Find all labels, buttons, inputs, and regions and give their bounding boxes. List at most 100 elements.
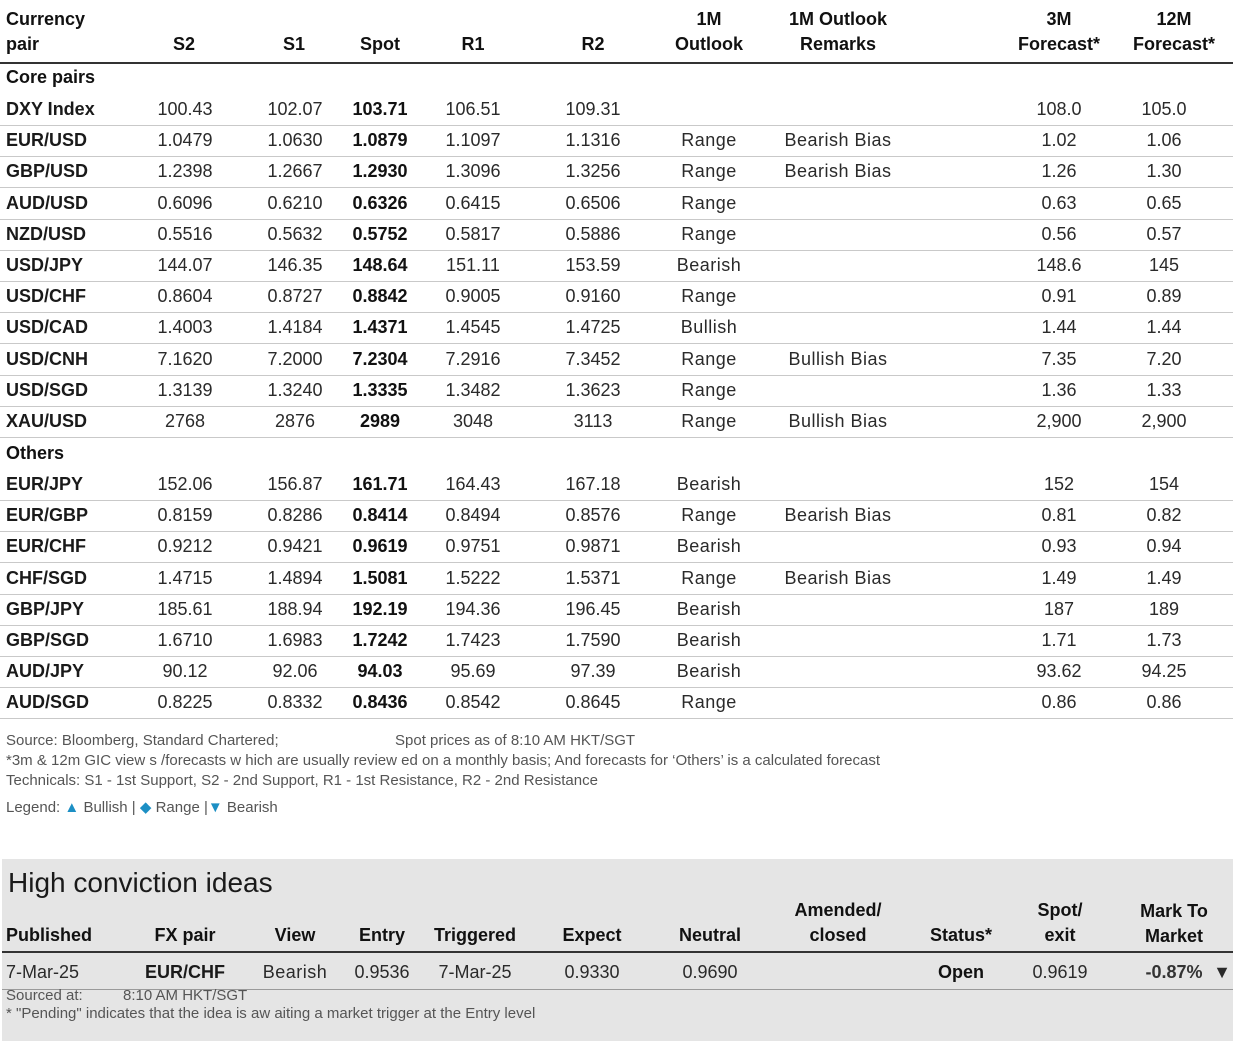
cell-s2: 0.9212	[157, 536, 213, 557]
cell-outlook: Bullish	[680, 317, 738, 338]
header-3m-forecast: 3M Forecast*	[1004, 7, 1114, 57]
cell-pair: DXY Index	[6, 99, 95, 119]
cell-r1: 0.5817	[445, 223, 501, 244]
cell-outlook: Range	[681, 505, 737, 526]
cell-spot: 148.64	[352, 255, 408, 275]
cell-s2: 2768	[164, 411, 206, 431]
cell-remark: Bearish Bias	[784, 130, 892, 151]
idea-triggered: 7-Mar-25	[438, 962, 512, 982]
ideas-title: High conviction ideas	[8, 867, 273, 898]
idea-neutral: 0.9690	[682, 962, 738, 982]
cell-r2: 3113	[573, 411, 613, 431]
spot-line1: Spot/	[1037, 900, 1083, 920]
cell-remark	[768, 469, 908, 500]
cell-r1: 0.8494	[445, 505, 501, 526]
table-row: USD/SGD 1.3139 1.3240 1.3335 1.3482 1.3623 Ran…	[0, 375, 1233, 407]
cell-f3m: 108.0	[1036, 99, 1082, 119]
cell-outlook: Range	[681, 192, 737, 213]
cell-spot: 2989	[359, 411, 401, 431]
bearish-triangle-icon: ▼	[207, 799, 223, 816]
ideas-header-view: View	[274, 925, 316, 945]
idea-mark-to-market: -0.87%	[1145, 962, 1203, 982]
ideas-header-entry: Entry	[358, 925, 405, 945]
cell-pair: USD/JPY	[6, 255, 84, 275]
cell-f12m: 2,900	[1141, 411, 1187, 431]
cell-remark	[768, 687, 908, 718]
table-row: USD/CNH 7.1620 7.2000 7.2304 7.2916 7.3452 Ran…	[0, 344, 1233, 376]
cell-r2: 0.6506	[565, 192, 621, 213]
cell-spot: 1.3335	[352, 379, 408, 400]
cell-remark	[768, 281, 908, 312]
cell-r2: 0.9871	[565, 536, 621, 557]
cell-r2: 0.9160	[565, 286, 621, 307]
cell-r1: 164.43	[445, 474, 501, 494]
cell-r2: 0.5886	[565, 223, 621, 244]
cell-s2: 152.06	[157, 474, 213, 494]
cell-s1: 1.4894	[267, 567, 323, 588]
cell-outlook: Range	[681, 223, 737, 244]
section-others: Others	[6, 443, 65, 463]
table-row: USD/CAD 1.4003 1.4184 1.4371 1.4545 1.4725 Bul…	[0, 312, 1233, 345]
cell-f3m: 2,900	[1036, 411, 1082, 431]
cell-s1: 188.94	[267, 598, 323, 619]
cell-r1: 1.3096	[445, 161, 501, 182]
cell-pair: CHF/SGD	[6, 567, 87, 588]
header-remarks-line1: 1M Outlook	[789, 9, 887, 29]
cell-r2: 1.3256	[565, 161, 621, 182]
cell-f3m: 0.56	[1041, 223, 1077, 244]
cell-f12m: 189	[1148, 598, 1180, 619]
cell-f3m: 7.35	[1041, 348, 1077, 369]
table-row: AUD/USD 0.6096 0.6210 0.6326 0.6415 0.6506 Ran…	[0, 188, 1233, 220]
cell-pair: USD/SGD	[6, 379, 89, 400]
table-row: EUR/USD 1.0479 1.0630 1.0879 1.1097 1.1316 Ran…	[0, 125, 1233, 158]
cell-f12m: 0.57	[1146, 223, 1182, 244]
cell-s2: 100.43	[157, 99, 213, 119]
cell-s1: 0.6210	[267, 192, 323, 213]
cell-s2: 1.2398	[157, 161, 213, 182]
cell-s2: 1.4715	[157, 567, 213, 588]
cell-f12m: 0.82	[1146, 505, 1182, 526]
idea-published: 7-Mar-25	[6, 962, 80, 982]
cell-r1: 194.36	[445, 598, 501, 619]
cell-s1: 0.9421	[267, 536, 323, 557]
cell-r2: 1.5371	[565, 567, 621, 588]
cell-outlook: Range	[681, 567, 737, 588]
cell-r1: 151.11	[446, 255, 500, 275]
table-row: USD/CHF 0.8604 0.8727 0.8842 0.9005 0.9160 Ran…	[0, 281, 1233, 314]
header-pair-line1: Currency	[6, 9, 86, 29]
ideas-header-triggered: Triggered	[433, 925, 517, 945]
cell-f3m: 1.44	[1041, 317, 1077, 338]
cell-pair: AUD/SGD	[6, 692, 90, 713]
sourced-at: Sourced at: 8:10 AM HKT/SGT	[6, 987, 247, 1004]
legend-range: Range	[155, 799, 200, 816]
cell-pair: GBP/JPY	[6, 598, 85, 619]
legend-separator: |	[203, 799, 208, 816]
cell-s1: 1.6983	[267, 630, 323, 650]
cell-pair: EUR/USD	[6, 130, 88, 151]
cell-outlook: Range	[681, 161, 737, 182]
cell-outlook: Bearish	[676, 661, 742, 682]
idea-entry: 0.9536	[354, 962, 410, 982]
source-note: Source: Bloomberg, Standard Chartered; S…	[6, 731, 635, 751]
header-12m-line2: Forecast*	[1132, 34, 1216, 54]
cell-f3m: 0.81	[1041, 505, 1077, 526]
cell-spot: 0.9619	[352, 536, 408, 557]
table-row: GBP/JPY 185.61 188.94 192.19 194.36 196.45 Bea…	[0, 594, 1233, 626]
cell-spot: 161.71	[352, 474, 408, 494]
cell-spot: 192.19	[352, 598, 408, 619]
cell-r2: 167.18	[565, 474, 621, 494]
cell-pair: EUR/GBP	[6, 505, 89, 526]
cell-r1: 0.9751	[445, 536, 501, 557]
cell-r2: 0.8645	[565, 692, 621, 713]
cell-f12m: 0.65	[1146, 192, 1182, 213]
pending-note: * "Pending" indicates that the idea is a…	[6, 1005, 536, 1022]
cell-f12m: 7.20	[1146, 348, 1182, 369]
cell-s2: 0.6096	[157, 192, 213, 213]
cell-r1: 95.69	[450, 661, 496, 682]
cell-s2: 0.8604	[157, 286, 213, 307]
cell-spot: 1.7242	[352, 630, 408, 650]
cell-r2: 7.3452	[565, 348, 621, 369]
table-row: NZD/USD 0.5516 0.5632 0.5752 0.5817 0.5886 Ran…	[0, 219, 1233, 251]
cell-s2: 0.8225	[157, 692, 213, 713]
cell-r2: 1.3623	[565, 379, 621, 400]
